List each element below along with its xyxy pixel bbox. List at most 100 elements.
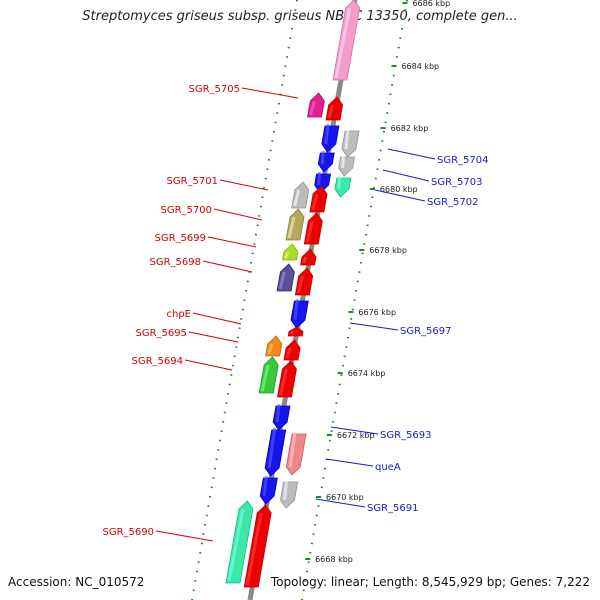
gene-label-text[interactable]: SGR_5703: [431, 177, 483, 188]
gene-highlight: [311, 193, 319, 211]
left-label-SGR_5690[interactable]: SGR_5690: [103, 527, 214, 542]
tick-label: 6668 kbp: [315, 555, 353, 564]
gene-label-text[interactable]: SGR_5702: [427, 197, 479, 208]
gene-arrow[interactable]: [290, 300, 309, 329]
right-label-queA[interactable]: queA: [325, 458, 401, 473]
gene-arrow[interactable]: [338, 156, 356, 177]
gene-SGR_5700[interactable]: [285, 208, 305, 241]
gene-pink-top[interactable]: [332, 0, 361, 81]
gene-red-5698b[interactable]: [294, 267, 314, 296]
gene-label-text[interactable]: SGR_5697: [400, 326, 452, 337]
gene-red-5701b[interactable]: [309, 185, 328, 213]
gene-SGR_5692[interactable]: [264, 427, 287, 477]
gene-highlight: [324, 123, 330, 145]
gene-arrow[interactable]: [259, 477, 278, 505]
gene-SGR_5704[interactable]: [321, 123, 340, 153]
right-label-SGR_5702[interactable]: SGR_5702: [374, 189, 479, 208]
leader-line: [387, 148, 436, 160]
leader-line: [213, 208, 263, 221]
gene-SGR_5694[interactable]: [258, 356, 279, 394]
gene-SGR_5691[interactable]: [259, 475, 278, 505]
gene-arrow[interactable]: [334, 177, 352, 198]
gene-highlight: [344, 128, 350, 150]
gene-arrow[interactable]: [285, 433, 307, 476]
gene-highlight: [293, 189, 301, 207]
gene-highlight: [227, 508, 245, 582]
gene-highlight: [302, 256, 308, 264]
gene-label-text[interactable]: SGR_5705: [189, 84, 241, 95]
gene-label-text[interactable]: chpE: [166, 309, 191, 320]
gene-label-text[interactable]: SGR_5699: [155, 233, 207, 244]
gene-arrow[interactable]: [272, 405, 291, 431]
right-label-SGR_5697[interactable]: SGR_5697: [349, 322, 452, 337]
gene-queA[interactable]: [285, 431, 307, 476]
gene-SGR_5690[interactable]: [225, 500, 254, 584]
gene-arrow[interactable]: [317, 152, 335, 173]
right-label-SGR_5703[interactable]: SGR_5703: [382, 169, 483, 188]
gene-SGR_5705[interactable]: [307, 92, 325, 118]
gene-SGR_5693[interactable]: [272, 403, 291, 431]
gene-SGR_5698[interactable]: [276, 263, 295, 292]
gene-label-text[interactable]: SGR_5690: [103, 527, 155, 538]
gene-highlight: [279, 368, 288, 396]
tick-label: 6672 kbp: [337, 431, 375, 440]
accession-label: Accession: NC_010572: [8, 575, 145, 589]
gene-chpE[interactable]: [287, 326, 304, 337]
gene-SGR_5697[interactable]: [290, 298, 309, 329]
gene-red-5694b[interactable]: [277, 360, 297, 398]
gene-label-text[interactable]: SGR_5693: [380, 430, 432, 441]
right-label-SGR_5693[interactable]: SGR_5693: [330, 426, 432, 441]
gene-highlight: [327, 104, 335, 119]
left-label-chpE[interactable]: chpE: [166, 309, 242, 325]
gene-gray-5691b[interactable]: [280, 479, 299, 509]
gene-arrow[interactable]: [280, 481, 299, 509]
gene-red-5695b[interactable]: [283, 339, 301, 361]
gene-SGR_5701[interactable]: [291, 181, 310, 209]
gene-SGR_5695[interactable]: [265, 335, 283, 357]
gene-arrow[interactable]: [287, 326, 304, 337]
right-label-SGR_5704[interactable]: SGR_5704: [387, 148, 489, 166]
gene-gray-5704b[interactable]: [341, 128, 360, 158]
tick-label: 6682 kbp: [391, 124, 429, 133]
gene-red-5705b[interactable]: [325, 96, 344, 121]
left-label-SGR_5698[interactable]: SGR_5698: [150, 257, 253, 273]
gene-highlight: [317, 171, 322, 186]
gene-label-text[interactable]: SGR_5701: [167, 176, 219, 187]
map-title: Streptomyces griseus subsp. griseus NBRC…: [82, 9, 518, 24]
gene-arrow[interactable]: [264, 429, 287, 477]
left-label-SGR_5705[interactable]: SGR_5705: [189, 84, 299, 99]
right-guide-line: [301, 0, 408, 600]
gene-label-text[interactable]: queA: [375, 462, 401, 473]
left-label-SGR_5700[interactable]: SGR_5700: [161, 205, 263, 221]
left-label-SGR_5695[interactable]: SGR_5695: [136, 328, 239, 343]
left-label-SGR_5701[interactable]: SGR_5701: [167, 176, 269, 191]
gene-label-text[interactable]: SGR_5700: [161, 205, 213, 216]
gene-label-text[interactable]: SGR_5691: [367, 503, 419, 514]
gene-arrow[interactable]: [321, 125, 340, 153]
gene-highlight: [275, 403, 281, 423]
gene-SGR_5703[interactable]: [317, 150, 335, 173]
left-label-SGR_5699[interactable]: SGR_5699: [155, 233, 257, 248]
left-label-SGR_5694[interactable]: SGR_5694: [132, 356, 233, 371]
gene-label-text[interactable]: SGR_5704: [437, 155, 489, 166]
gene-gray-5703b[interactable]: [338, 154, 356, 177]
leader-line: [330, 426, 379, 435]
right-label-SGR_5691[interactable]: SGR_5691: [315, 498, 419, 514]
gene-label-text[interactable]: SGR_5694: [132, 356, 184, 367]
gene-label-text[interactable]: SGR_5698: [150, 257, 202, 268]
leader-line: [202, 260, 253, 273]
gene-mint-5702b[interactable]: [334, 175, 352, 198]
leader-line: [382, 169, 430, 182]
gene-highlight: [262, 475, 268, 497]
gene-highlight: [305, 220, 314, 243]
gene-label-text[interactable]: SGR_5695: [136, 328, 188, 339]
gene-red-5699b[interactable]: [300, 248, 317, 266]
gene-SGR_5699[interactable]: [282, 243, 299, 261]
gene-red-5700b[interactable]: [303, 212, 323, 245]
gene-red-5690b[interactable]: [243, 504, 272, 588]
gene-highlight: [278, 271, 286, 290]
gene-highlight: [288, 431, 297, 468]
gene-arrow[interactable]: [341, 130, 360, 158]
gene-highlight: [267, 343, 274, 355]
gene-highlight: [245, 512, 263, 586]
